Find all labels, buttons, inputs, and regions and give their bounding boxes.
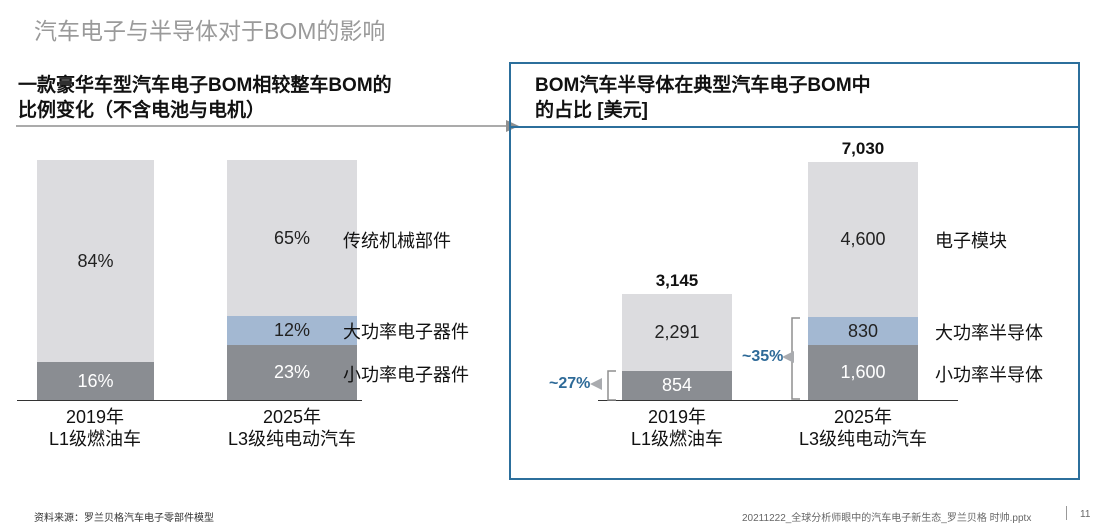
right-chart-title: BOM汽车半导体在典型汽车电子BOM中 的占比 [美元] [535,73,871,123]
source-note: 资料来源：罗兰贝格汽车电子零部件模型 [34,513,214,524]
left-chart-title-line-1: 一款豪华车型汽车电子BOM相较整车BOM的 [18,75,392,96]
legend-electronic-modules: 电子模块 [935,231,1007,251]
bar-2025-high-power-semis: 830 [808,317,918,345]
bar-2019-mechanical: 84% [37,160,154,362]
left-x-label-2019-year: 2019年 [65,407,125,427]
arrow-left-icon [590,378,602,390]
page-number: 11 [1080,509,1091,520]
right-x-label-2025-year: 2025年 [833,407,893,427]
file-name: 20211222_全球分析师眼中的汽车电子新生态_罗兰贝格 时帅.pptx [742,513,1032,524]
left-x-label-2025: 2025年 L3级纯电动汽车 [207,406,377,450]
right-x-label-2019-year: 2019年 [647,407,707,427]
bar-2019-low-power: 16% [37,362,154,400]
legend-low-power-electronics: 小功率电子器件 [343,365,469,385]
bar-2019-modules: 2,291 [622,294,732,371]
bar-2025-low-power: 23% [227,345,357,400]
legend-low-power-semis: 小功率半导体 [935,365,1043,385]
right-title-divider [509,126,1080,128]
bracket-2019 [607,370,616,401]
right-panel-box [509,62,1080,480]
bar-2025-mechanical: 65% [227,160,357,316]
bar-2025-modules: 4,600 [808,162,918,317]
left-chart-title-line-2: 比例变化（不含电池与电机） [18,100,266,121]
left-x-label-2019-vehicle: L1级燃油车 [48,429,142,449]
right-chart-title-line-2: 的占比 [美元] [535,100,648,121]
right-x-label-2025-vehicle: L3级纯电动汽车 [798,429,928,449]
right-x-label-2019-vehicle: L1级燃油车 [630,429,724,449]
bar-2025-low-power-semis: 1,600 [808,345,918,400]
legend-high-power-electronics: 大功率电子器件 [343,322,469,342]
share-annotation-2019: ~27% [549,375,591,392]
left-x-label-2025-vehicle: L3级纯电动汽车 [227,429,357,449]
total-2025: 7,030 [841,139,885,158]
bar-2019-low-power-semis: 854 [622,371,732,400]
left-x-label-2025-year: 2025年 [262,407,322,427]
legend-mechanical: 传统机械部件 [343,231,451,251]
legend-high-power-semis: 大功率半导体 [935,323,1043,343]
right-baseline [598,400,958,401]
right-x-label-2025: 2025年 L3级纯电动汽车 [778,406,948,450]
flow-arrow [16,120,519,132]
left-x-label-2019: 2019年 L1级燃油车 [25,406,165,450]
share-annotation-2025: ~35% [742,348,784,365]
arrow-left-icon [782,351,794,363]
bar-2025-high-power: 12% [227,316,357,345]
right-chart-title-line-1: BOM汽车半导体在典型汽车电子BOM中 [535,75,871,96]
left-baseline [17,400,362,401]
total-2019: 3,145 [655,271,699,290]
footer-divider [1066,506,1067,520]
left-chart-title: 一款豪华车型汽车电子BOM相较整车BOM的 比例变化（不含电池与电机） [18,73,392,123]
page-title: 汽车电子与半导体对于BOM的影响 [34,18,386,44]
right-x-label-2019: 2019年 L1级燃油车 [607,406,747,450]
